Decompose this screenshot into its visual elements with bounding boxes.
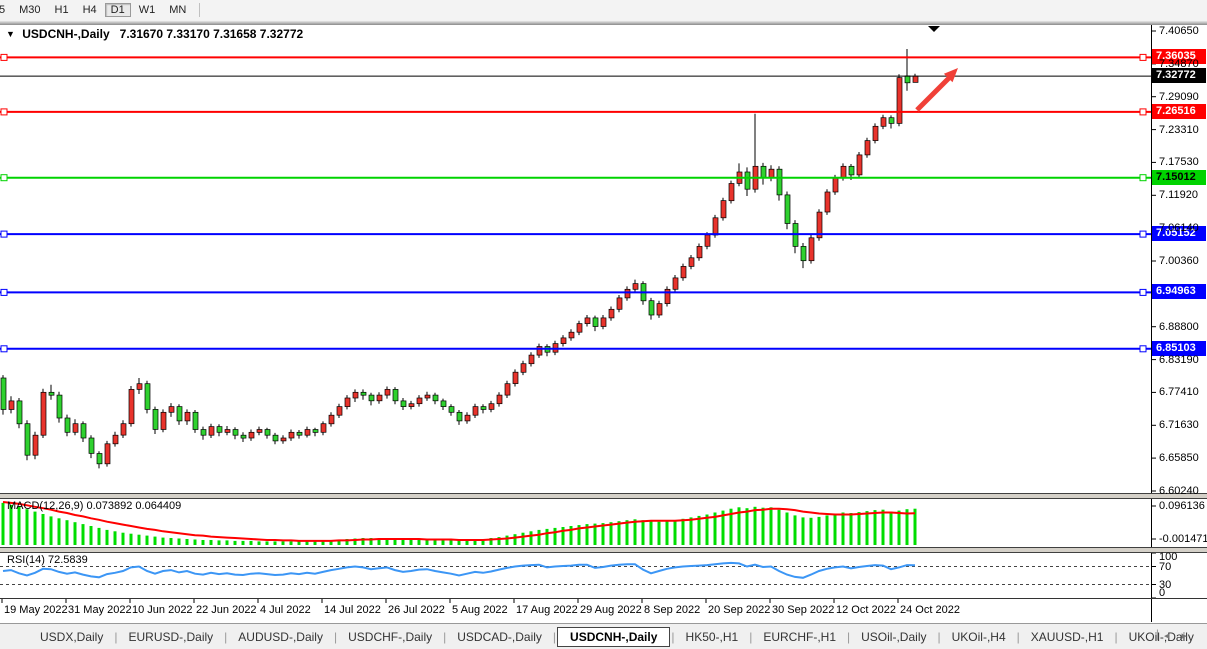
timeframe-toolbar: 5 M30 H1 H4 D1 W1 MN [0,0,1207,21]
tab-separator: | [847,629,851,644]
tab-eurchf-h1[interactable]: EURCHF-,H1 [763,629,837,644]
chart-tab-bar: USDX,Daily | EURUSD-,Daily | AUDUSD-,Daily | U… [0,623,1207,649]
tab-scroll-left-button[interactable]: ◂ [1163,630,1182,642]
tab-usoil-daily[interactable]: USOil-,Daily [861,629,927,644]
toolbar-separator [199,3,201,17]
tab-separator: | [749,629,753,644]
tab-xauusd-h1[interactable]: XAUUSD-,H1 [1030,629,1104,644]
timeframe-button-5[interactable]: 5 [0,4,6,16]
tab-scroll-right-button[interactable]: ▸ [1181,630,1199,642]
timeframe-button-mn[interactable]: MN [169,4,187,16]
tab-separator: | [333,629,338,644]
timeframe-button-h1[interactable]: H1 [54,4,69,16]
chart-background [0,25,1207,623]
price-axis-border [1151,25,1152,622]
timeframe-button-m30[interactable]: M30 [19,4,41,16]
tab-usdcnh-daily[interactable]: USDCNH-,Daily [557,626,671,647]
tab-usdchf-daily[interactable]: USDCHF-,Daily [348,629,433,644]
timeframe-button-d1[interactable]: D1 [104,3,131,17]
tab-separator: | [443,629,447,644]
tab-separator: | [1016,629,1020,644]
timeframe-button-h4[interactable]: H4 [82,4,97,16]
tab-hk50-h1[interactable]: HK50-,H1 [685,629,739,644]
tab-separator: | [114,629,118,644]
tab-usdx-daily[interactable]: USDX,Daily [40,629,104,644]
tab-separator: | [552,629,557,644]
tab-separator: | [671,629,675,644]
timeframe-button-w1[interactable]: W1 [138,4,156,16]
tab-separator: | [1114,629,1118,644]
tab-separator: | [937,629,941,644]
tab-eurusd-daily[interactable]: EURUSD-,Daily [128,629,214,644]
tab-usdcad-daily[interactable]: USDCAD-,Daily [457,629,542,644]
tab-ukoil-h4[interactable]: UKOil-,H4 [951,629,1006,644]
tab-ukoil-daily[interactable]: UKOil-,Daily [1128,629,1194,644]
tab-audusd-daily[interactable]: AUDUSD-,Daily [238,629,323,644]
tab-separator: | [224,629,228,644]
tab-bar-separator: | [1155,627,1159,641]
